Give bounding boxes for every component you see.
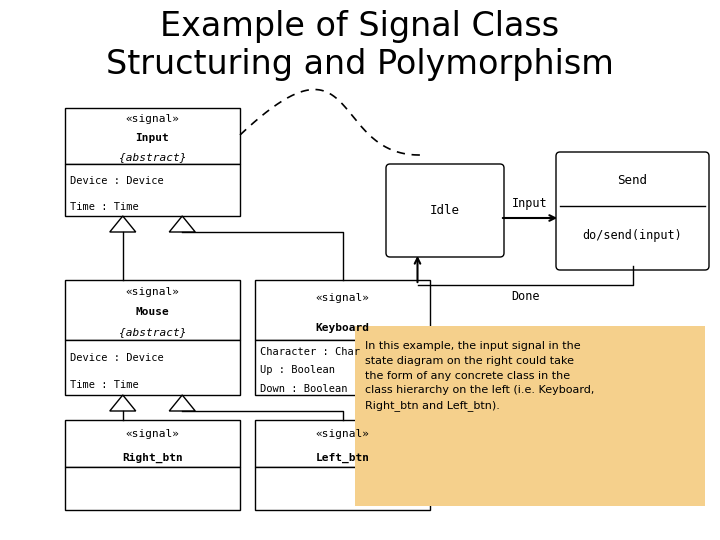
Text: {abstract}: {abstract}: [119, 327, 186, 337]
Text: Mouse: Mouse: [135, 307, 169, 317]
Text: Example of Signal Class
Structuring and Polymorphism: Example of Signal Class Structuring and …: [106, 10, 614, 81]
Text: «signal»: «signal»: [315, 293, 369, 303]
Text: «signal»: «signal»: [125, 287, 179, 297]
Text: Done: Done: [510, 290, 539, 303]
Bar: [65, 420, 240, 467]
Text: «signal»: «signal»: [125, 429, 179, 439]
Text: Left_btn: Left_btn: [315, 453, 369, 463]
Bar: [355, 326, 705, 506]
Text: Right_btn: Right_btn: [122, 453, 183, 463]
Bar: [65, 108, 240, 164]
Text: Keyboard: Keyboard: [315, 323, 369, 333]
FancyBboxPatch shape: [556, 152, 709, 270]
Text: {abstract}: {abstract}: [119, 152, 186, 161]
FancyBboxPatch shape: [386, 164, 504, 257]
Bar: [65, 467, 240, 510]
Text: Down : Boolean: Down : Boolean: [260, 383, 348, 394]
Text: Up : Boolean: Up : Boolean: [260, 365, 335, 375]
Text: do/send(input): do/send(input): [582, 230, 683, 242]
Text: Input: Input: [135, 133, 169, 143]
Text: Send: Send: [618, 174, 647, 187]
Text: Time : Time: Time : Time: [70, 380, 139, 390]
Text: «signal»: «signal»: [315, 429, 369, 439]
Bar: [65, 340, 240, 395]
Text: Device : Device: Device : Device: [70, 353, 163, 363]
Text: Input: Input: [512, 197, 548, 210]
Bar: [255, 340, 430, 395]
Bar: [255, 467, 430, 510]
Text: Idle: Idle: [430, 204, 460, 217]
Text: Time : Time: Time : Time: [70, 202, 139, 212]
Text: In this example, the input signal in the
state diagram on the right could take
t: In this example, the input signal in the…: [365, 341, 595, 411]
Text: «signal»: «signal»: [125, 114, 179, 124]
Text: Character : Char: Character : Char: [260, 347, 360, 357]
Bar: [255, 280, 430, 340]
Text: Device : Device: Device : Device: [70, 176, 163, 186]
Bar: [65, 280, 240, 340]
Bar: [255, 420, 430, 467]
Bar: [65, 164, 240, 216]
